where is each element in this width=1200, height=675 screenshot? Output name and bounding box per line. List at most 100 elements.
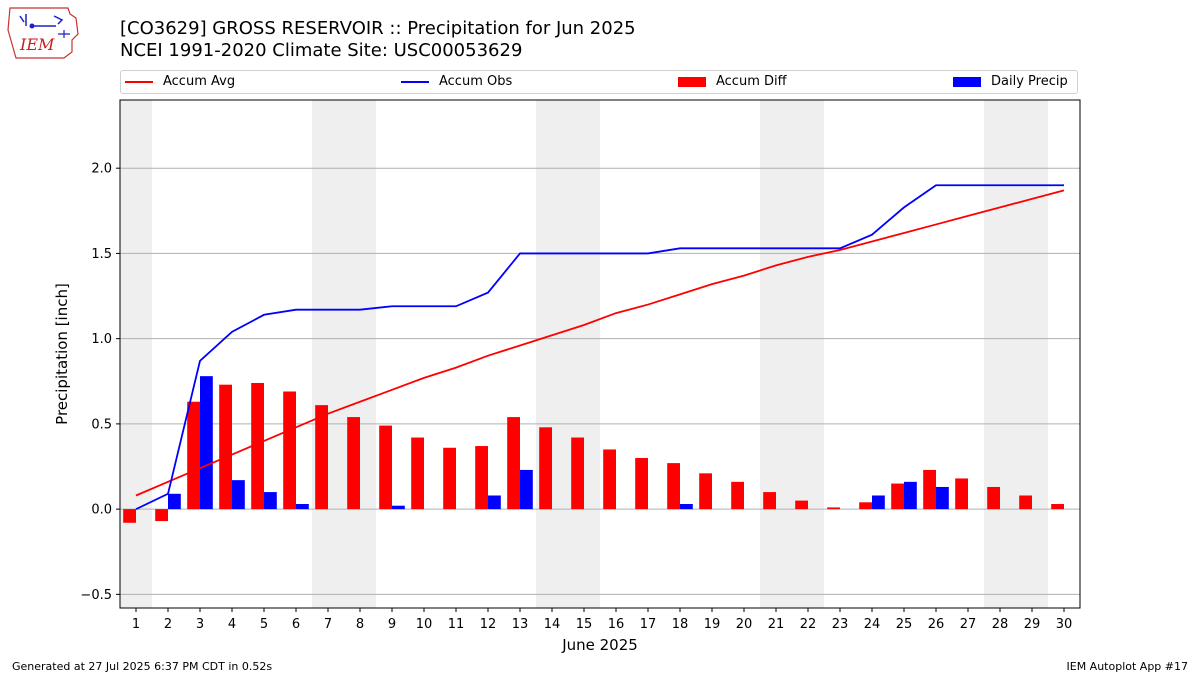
x-tick-label: 10: [416, 617, 433, 632]
bar-accum-diff: [795, 500, 808, 510]
weekend-shade: [760, 100, 824, 608]
bar-accum-diff: [219, 384, 232, 510]
legend-item-accum-obs: Accum Obs: [401, 74, 512, 90]
bar-accum-diff: [507, 417, 520, 510]
weekend-shade: [984, 100, 1048, 608]
title-line-1: [CO3629] GROSS RESERVOIR :: Precipitatio…: [120, 18, 636, 39]
x-tick-label: 5: [260, 617, 268, 632]
y-tick-label: 1.5: [91, 247, 112, 262]
weekend-shade: [120, 100, 152, 608]
bar-accum-diff: [571, 437, 584, 510]
bar-accum-diff: [923, 469, 936, 510]
bar-accum-diff: [635, 457, 648, 510]
title-line-2: NCEI 1991-2020 Climate Site: USC00053629: [120, 40, 523, 61]
chart-title: [CO3629] GROSS RESERVOIR :: Precipitatio…: [120, 18, 636, 62]
legend-label: Accum Avg: [163, 74, 236, 89]
legend-item-accum-avg: Accum Avg: [125, 74, 235, 90]
x-tick-label: 26: [928, 617, 945, 632]
x-tick-label: 16: [608, 617, 625, 632]
bar-accum-diff: [315, 405, 328, 510]
x-tick-label: 21: [768, 617, 785, 632]
x-tick-label: 20: [736, 617, 753, 632]
bar-accum-diff: [1051, 504, 1064, 510]
legend: Accum Avg Accum Obs Accum Diff Daily Pre…: [120, 70, 1078, 94]
bar-accum-diff: [603, 449, 616, 510]
bar-accum-diff: [731, 481, 744, 510]
bar-daily-precip: [168, 493, 181, 510]
legend-item-daily-precip: Daily Precip: [953, 74, 1068, 90]
x-tick-label: 14: [544, 617, 561, 632]
legend-label: Accum Diff: [716, 74, 787, 89]
bar-accum-diff: [859, 502, 872, 510]
x-tick-label: 12: [480, 617, 497, 632]
y-tick-label: 0.0: [91, 503, 112, 518]
x-tick-label: 4: [228, 617, 236, 632]
bar-daily-precip: [520, 469, 533, 510]
bar-accum-diff: [283, 391, 296, 510]
bar-daily-precip: [904, 481, 917, 510]
legend-swatch: [678, 76, 706, 87]
series-line-accum-obs: [135, 184, 1064, 510]
generated-note: Generated at 27 Jul 2025 6:37 PM CDT in …: [12, 660, 273, 673]
legend-item-accum-diff: Accum Diff: [678, 74, 787, 90]
bar-accum-diff: [1019, 495, 1032, 510]
bar-accum-diff: [411, 437, 424, 510]
bar-accum-diff: [347, 417, 360, 510]
bar-accum-diff: [763, 492, 776, 510]
bar-daily-precip: [200, 376, 213, 510]
bar-accum-diff: [251, 382, 264, 510]
bar-accum-diff: [187, 401, 200, 510]
bar-daily-precip: [296, 504, 309, 510]
legend-label: Daily Precip: [991, 74, 1068, 89]
logo-text: IEM: [19, 35, 55, 54]
x-tick-label: 8: [356, 617, 364, 632]
y-axis-label: Precipitation [inch]: [53, 283, 71, 425]
y-tick-label: 0.5: [91, 417, 112, 432]
bar-accum-diff: [827, 507, 840, 510]
bar-accum-diff: [155, 509, 168, 522]
plot-frame: [119, 99, 1081, 609]
x-tick-label: 2: [164, 617, 172, 632]
bar-daily-precip: [264, 492, 277, 510]
bar-accum-diff: [891, 483, 904, 510]
bar-daily-precip: [872, 495, 885, 510]
x-tick-label: 13: [512, 617, 529, 632]
x-tick-label: 23: [832, 617, 849, 632]
x-tick-label: 3: [196, 617, 204, 632]
bar-daily-precip: [392, 505, 405, 510]
x-tick-label: 9: [388, 617, 396, 632]
bar-daily-precip: [232, 480, 245, 510]
y-tick-label: −0.5: [80, 588, 112, 603]
x-tick-label: 27: [960, 617, 977, 632]
bar-daily-precip: [488, 495, 501, 510]
y-tick-label: 1.0: [91, 332, 112, 347]
x-tick-label: 1: [132, 617, 140, 632]
legend-swatch: [125, 80, 153, 83]
x-tick-label: 22: [800, 617, 817, 632]
x-tick-label: 18: [672, 617, 689, 632]
x-tick-label: 15: [576, 617, 593, 632]
legend-swatch: [953, 76, 981, 87]
x-tick-label: 29: [1024, 617, 1041, 632]
x-tick-label: 24: [864, 617, 881, 632]
x-tick-label: 6: [292, 617, 300, 632]
weekend-shade: [536, 100, 600, 608]
legend-label: Accum Obs: [439, 74, 513, 89]
x-tick-label: 25: [896, 617, 913, 632]
bar-accum-diff: [987, 486, 1000, 510]
bar-accum-diff: [667, 463, 680, 510]
bar-accum-diff: [955, 478, 968, 510]
app-note: IEM Autoplot App #17: [1066, 660, 1189, 673]
bar-accum-diff: [123, 509, 136, 523]
x-tick-label: 19: [704, 617, 721, 632]
bar-accum-diff: [443, 447, 456, 510]
bar-daily-precip: [936, 486, 949, 510]
iem-logo: IEM: [7, 7, 79, 59]
x-tick-label: 17: [640, 617, 657, 632]
x-tick-label: 30: [1056, 617, 1073, 632]
bar-accum-diff: [475, 446, 488, 510]
x-axis-label: June 2025: [561, 636, 638, 654]
x-tick-label: 11: [448, 617, 465, 632]
x-tick-label: 28: [992, 617, 1009, 632]
